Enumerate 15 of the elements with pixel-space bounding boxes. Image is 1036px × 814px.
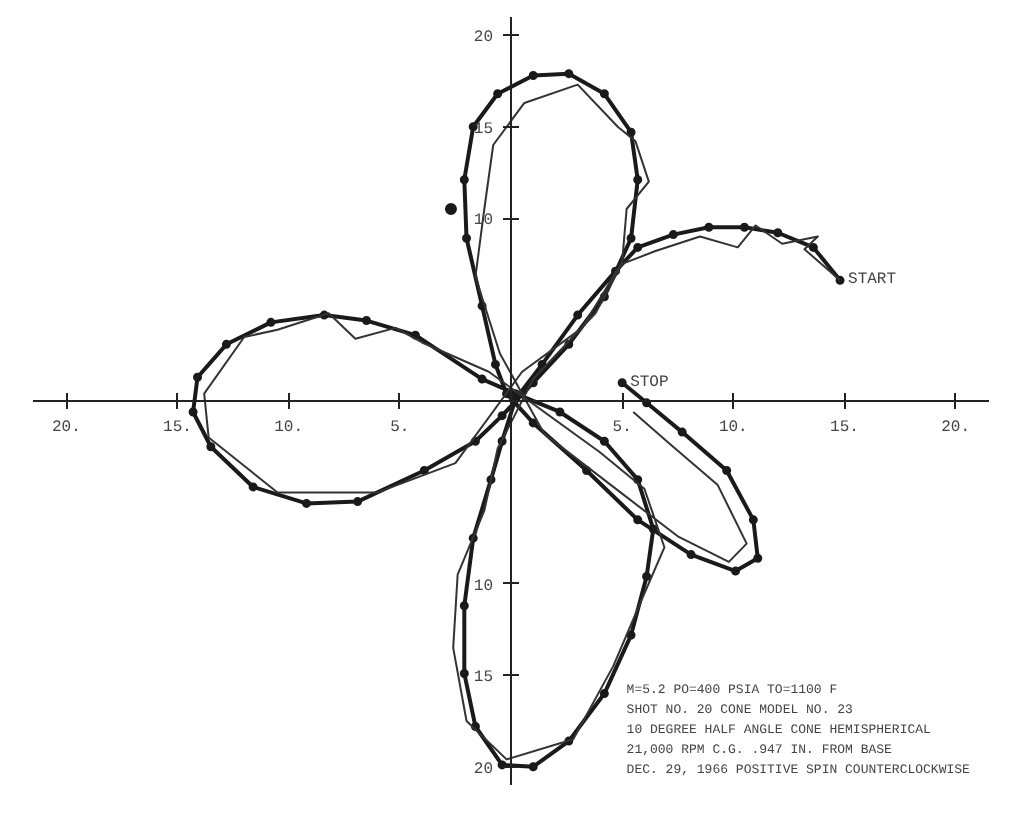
x-tick-label: 15.	[830, 419, 859, 437]
x-tick-label: 20.	[51, 419, 81, 437]
y-tick-label: 20	[473, 760, 494, 779]
annotation: START	[848, 271, 897, 290]
x-tick-label: 5.	[390, 419, 410, 437]
x-tick-label: 10.	[718, 419, 748, 437]
y-tick-label: 15	[473, 669, 494, 688]
y-tick-label: 15	[473, 120, 494, 139]
x-tick-label: 15.	[163, 419, 192, 437]
x-tick-label: 5.	[612, 419, 632, 437]
x-tick-label: 20.	[941, 419, 971, 437]
y-tick-label: 20	[473, 29, 494, 48]
y-tick-label: 10	[473, 577, 494, 596]
annotation: STOP	[630, 373, 669, 392]
x-tick-label: 10.	[274, 419, 304, 437]
